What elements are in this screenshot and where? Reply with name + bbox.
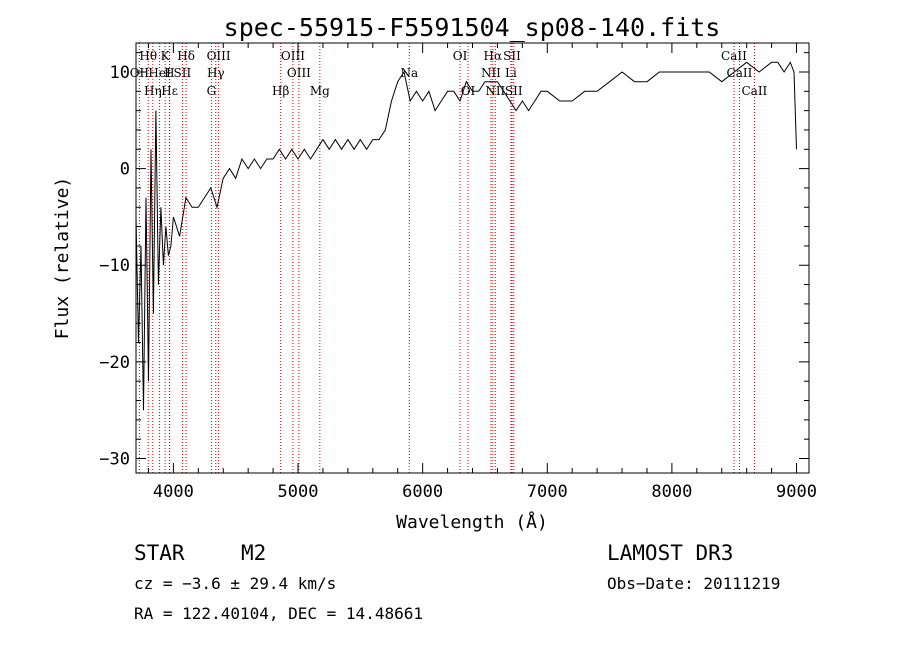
- marker-label: Hθ: [139, 49, 157, 63]
- x-axis: 4000 5000 6000 7000 8000 9000: [147, 43, 817, 502]
- marker-label: Hγ: [207, 66, 225, 80]
- marker-label: CaII: [727, 66, 753, 80]
- x-tick-label: 5000: [278, 482, 319, 502]
- marker-label: OI: [453, 49, 468, 63]
- marker-label: NII: [481, 66, 501, 80]
- marker-label: G: [207, 84, 217, 98]
- y-tick-label: 10: [110, 63, 130, 83]
- y-tick-label: −30: [99, 450, 130, 470]
- marker-label: Hβ: [272, 84, 289, 98]
- marker-label: NII: [485, 84, 505, 98]
- y-axis-label: Flux (relative): [52, 177, 73, 340]
- x-tick-label: 7000: [527, 482, 568, 502]
- line-markers: [138, 43, 755, 473]
- redshift-velocity: cz = −3.6 ± 29.4 km/s: [134, 574, 336, 593]
- marker-label: CaII: [741, 84, 767, 98]
- marker-label: Hδ: [177, 49, 195, 63]
- x-tick-label: 4000: [153, 482, 194, 502]
- spectrum-line: [135, 61, 797, 411]
- x-tick-label: 9000: [776, 482, 817, 502]
- marker-label: Hα: [484, 49, 503, 63]
- y-tick-label: −10: [99, 256, 130, 276]
- marker-label: CaII: [721, 49, 747, 63]
- marker-label: OIII: [287, 66, 311, 80]
- marker-label: K: [161, 49, 171, 63]
- survey-name: LAMOST DR3: [607, 541, 733, 565]
- marker-label: OIII: [207, 49, 231, 63]
- y-tick-label: 0: [120, 160, 130, 180]
- marker-label: Li: [505, 66, 517, 80]
- object-class: STAR: [134, 541, 185, 565]
- x-tick-label: 6000: [402, 482, 443, 502]
- marker-label: H: [164, 66, 174, 80]
- marker-label: SII: [174, 66, 192, 80]
- y-axis: 10 0 −10 −20 −30: [99, 52, 809, 470]
- marker-label: SII: [505, 84, 523, 98]
- marker-label: OII: [130, 66, 150, 80]
- x-axis-label: Wavelength (Å): [396, 511, 548, 533]
- marker-label: Mg: [310, 84, 330, 98]
- plot-frame: [135, 42, 810, 474]
- marker-label: Hε: [161, 84, 178, 98]
- marker-label: SII: [503, 49, 521, 63]
- observation-date: Obs−Date: 20111219: [607, 574, 780, 593]
- marker-label: Hη: [144, 84, 162, 98]
- y-tick-label: −20: [99, 353, 130, 373]
- marker-label: HeI: [148, 66, 171, 80]
- x-tick-label: 8000: [651, 482, 692, 502]
- coordinates: RA = 122.40104, DEC = 14.48661: [134, 604, 423, 623]
- marker-label: OIII: [281, 49, 305, 63]
- chart-title: spec-55915-F5591504_sp08-140.fits: [224, 13, 721, 42]
- object-subclass: M2: [241, 541, 266, 565]
